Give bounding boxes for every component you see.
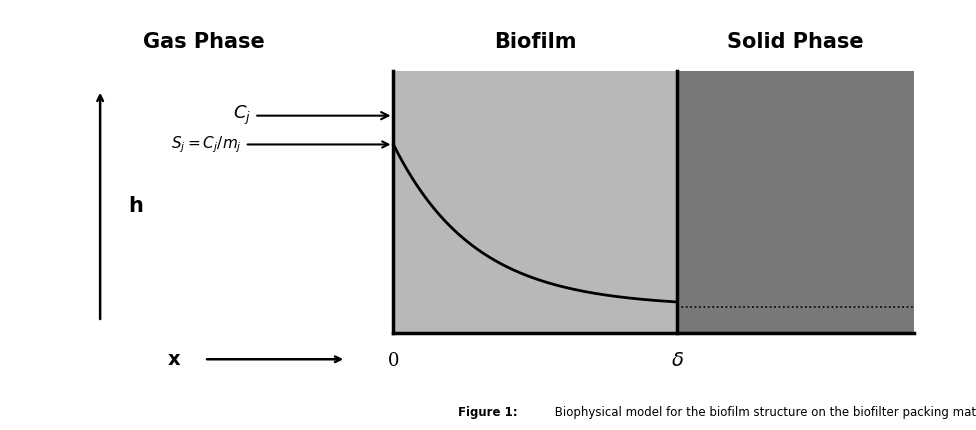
Text: x: x: [168, 350, 181, 369]
Bar: [677, 71, 914, 333]
Text: Solid Phase: Solid Phase: [727, 32, 864, 52]
Text: Figure 1:: Figure 1:: [458, 406, 518, 419]
Text: Biofilm: Biofilm: [494, 32, 577, 52]
Text: $S_j$$=$$C_j/m_j$: $S_j$$=$$C_j/m_j$: [171, 134, 388, 155]
Text: h: h: [129, 196, 143, 216]
Bar: [393, 71, 677, 333]
Text: Biophysical model for the biofilm structure on the biofilter packing materials a: Biophysical model for the biofilm struct…: [551, 406, 976, 419]
Text: $C_j$: $C_j$: [233, 104, 388, 127]
Text: Gas Phase: Gas Phase: [143, 32, 265, 52]
Text: $\delta$: $\delta$: [671, 352, 684, 370]
Text: 0: 0: [387, 352, 399, 370]
